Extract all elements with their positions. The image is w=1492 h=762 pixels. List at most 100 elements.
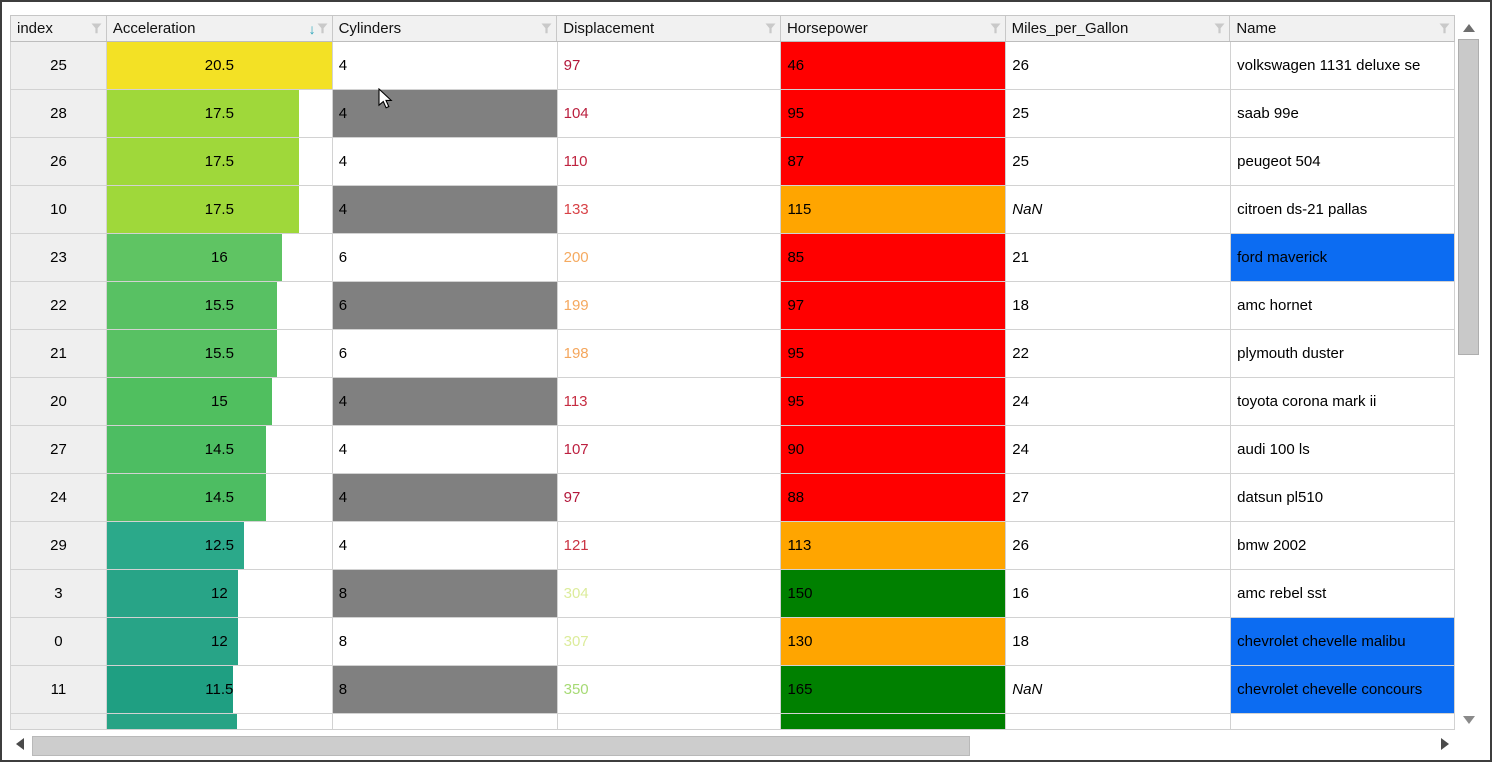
cell-index[interactable]: 3 [11,570,107,618]
column-header-cylinders[interactable]: Cylinders [332,16,558,41]
cell-displacement[interactable]: 113 [557,378,782,426]
cell-displacement[interactable]: 133 [557,186,782,234]
cell-index[interactable]: 27 [11,426,107,474]
cell-cylinders[interactable]: 4 [332,186,558,234]
cell-miles-per-gallon[interactable]: NaN [1006,186,1232,234]
scroll-left-arrow-icon[interactable] [16,738,24,750]
cell-acceleration[interactable]: 14.5 [106,474,333,522]
column-header-horsepower[interactable]: Horsepower [780,16,1006,41]
cell-name[interactable] [1231,714,1455,729]
cell-displacement[interactable]: 107 [557,426,782,474]
filter-funnel-icon[interactable] [1214,23,1225,34]
cell-horsepower[interactable] [781,714,1007,729]
cell-miles-per-gallon[interactable]: 25 [1006,90,1232,138]
column-header-index[interactable]: index [11,16,107,41]
cell-name[interactable]: plymouth duster [1231,330,1455,378]
cell-horsepower[interactable]: 88 [781,474,1007,522]
cell-displacement[interactable]: 198 [557,330,782,378]
cell-displacement[interactable]: 200 [557,234,782,282]
cell-displacement[interactable]: 97 [557,474,782,522]
cell-horsepower[interactable]: 85 [781,234,1007,282]
cell-horsepower[interactable]: 90 [781,426,1007,474]
cell-horsepower[interactable]: 115 [781,186,1007,234]
cell-acceleration[interactable]: 17.5 [106,138,333,186]
horizontal-scrollbar-thumb[interactable] [32,736,970,756]
filter-funnel-icon[interactable] [317,23,328,34]
cell-miles-per-gallon[interactable]: NaN [1006,666,1232,714]
cell-horsepower[interactable]: 87 [781,138,1007,186]
cell-horsepower[interactable]: 113 [781,522,1007,570]
cell-acceleration[interactable]: 20.5 [106,42,333,90]
cell-cylinders[interactable]: 6 [332,330,558,378]
cell-cylinders[interactable]: 4 [332,426,558,474]
cell-displacement[interactable]: 110 [557,138,782,186]
cell-miles-per-gallon[interactable]: 24 [1006,378,1232,426]
cell-index[interactable]: 11 [11,666,107,714]
cell-displacement[interactable]: 304 [557,570,782,618]
cell-index[interactable]: 21 [11,330,107,378]
cell-displacement[interactable]: 199 [557,282,782,330]
cell-acceleration[interactable]: 14.5 [106,426,333,474]
cell-name[interactable]: bmw 2002 [1231,522,1455,570]
filter-funnel-icon[interactable] [1439,23,1450,34]
cell-acceleration[interactable]: 15 [106,378,333,426]
vertical-scrollbar-thumb[interactable] [1458,39,1479,355]
cell-name[interactable]: chevrolet chevelle concours [1231,666,1455,714]
cell-acceleration[interactable]: 15.5 [106,330,333,378]
cell-miles-per-gallon[interactable]: 27 [1006,474,1232,522]
cell-name[interactable]: chevrolet chevelle malibu [1231,618,1455,666]
cell-miles-per-gallon[interactable] [1006,714,1232,729]
cell-name[interactable]: audi 100 ls [1231,426,1455,474]
scroll-up-arrow-icon[interactable] [1463,24,1475,32]
cell-index[interactable]: 10 [11,186,107,234]
column-header-displacement[interactable]: Displacement [557,16,781,41]
cell-acceleration[interactable] [106,714,333,729]
cell-miles-per-gallon[interactable]: 25 [1006,138,1232,186]
cell-displacement[interactable]: 104 [557,90,782,138]
vertical-scrollbar[interactable] [1457,15,1481,729]
cell-miles-per-gallon[interactable]: 18 [1006,618,1232,666]
cell-displacement[interactable]: 307 [557,618,782,666]
cell-horsepower[interactable]: 150 [781,570,1007,618]
cell-acceleration[interactable]: 17.5 [106,90,333,138]
cell-displacement[interactable]: 121 [557,522,782,570]
cell-name[interactable]: ford maverick [1231,234,1455,282]
column-header-miles-per-gallon[interactable]: Miles_per_Gallon [1005,16,1231,41]
cell-index[interactable]: 20 [11,378,107,426]
scroll-down-arrow-icon[interactable] [1463,716,1475,724]
horizontal-scrollbar[interactable] [10,735,1455,757]
column-header-acceleration[interactable]: Acceleration ↓ [106,16,333,41]
cell-index[interactable] [11,714,107,729]
cell-cylinders[interactable]: 4 [332,90,558,138]
cell-cylinders[interactable]: 4 [332,378,558,426]
cell-name[interactable]: amc hornet [1231,282,1455,330]
cell-miles-per-gallon[interactable]: 21 [1006,234,1232,282]
filter-funnel-icon[interactable] [765,23,776,34]
cell-acceleration[interactable]: 12 [106,618,333,666]
cell-cylinders[interactable]: 8 [332,618,558,666]
cell-miles-per-gallon[interactable]: 18 [1006,282,1232,330]
cell-miles-per-gallon[interactable]: 26 [1006,522,1232,570]
cell-acceleration[interactable]: 11.5 [106,666,333,714]
cell-horsepower[interactable]: 46 [781,42,1007,90]
cell-miles-per-gallon[interactable]: 22 [1006,330,1232,378]
cell-cylinders[interactable] [332,714,558,729]
cell-index[interactable]: 22 [11,282,107,330]
cell-cylinders[interactable]: 8 [332,666,558,714]
cell-name[interactable]: saab 99e [1231,90,1455,138]
cell-miles-per-gallon[interactable]: 16 [1006,570,1232,618]
cell-cylinders[interactable]: 4 [332,42,558,90]
cell-horsepower[interactable]: 97 [781,282,1007,330]
cell-index[interactable]: 0 [11,618,107,666]
cell-cylinders[interactable]: 6 [332,234,558,282]
cell-name[interactable]: peugeot 504 [1231,138,1455,186]
cell-index[interactable]: 28 [11,90,107,138]
cell-displacement[interactable] [557,714,782,729]
cell-index[interactable]: 26 [11,138,107,186]
sort-descending-icon[interactable]: ↓ [308,20,316,37]
cell-cylinders[interactable]: 4 [332,522,558,570]
cell-name[interactable]: datsun pl510 [1231,474,1455,522]
cell-acceleration[interactable]: 17.5 [106,186,333,234]
cell-name[interactable]: toyota corona mark ii [1231,378,1455,426]
cell-acceleration[interactable]: 15.5 [106,282,333,330]
